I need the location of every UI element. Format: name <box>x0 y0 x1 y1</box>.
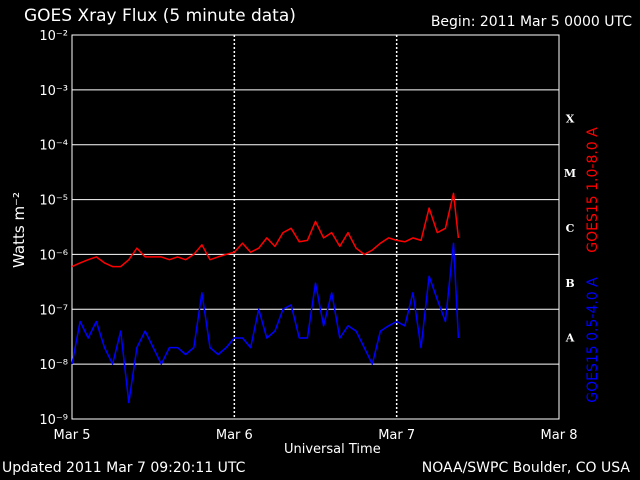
flare-class-label: A <box>565 332 575 345</box>
y-tick-label: 10⁻⁹ <box>39 413 68 428</box>
flare-class-label: B <box>565 277 574 290</box>
updated-timestamp: Updated 2011 Mar 7 09:20:11 UTC <box>2 460 246 476</box>
series-line <box>71 192 460 268</box>
legend: GOES15 1.0-8.0 A GOES15 0.5-4.0 A <box>585 127 601 403</box>
plot-frame <box>71 34 560 420</box>
x-tick-label: Mar 7 <box>378 428 415 443</box>
x-tick-label: Mar 6 <box>216 428 253 443</box>
flare-class-labels: X M C B A <box>564 112 576 344</box>
x-tick-label: Mar 5 <box>54 428 91 443</box>
x-tick-labels: Mar 5 Mar 6 Mar 7 Mar 8 <box>54 428 578 443</box>
series-lines <box>71 192 460 404</box>
grid-lines <box>72 89 559 365</box>
series-line <box>71 242 460 404</box>
legend-entry: GOES15 0.5-4.0 A <box>585 277 601 403</box>
flare-class-label: C <box>566 222 575 235</box>
credit-text: NOAA/SWPC Boulder, CO USA <box>421 460 630 476</box>
legend-entry: GOES15 1.0-8.0 A <box>585 127 601 253</box>
x-axis-label: Universal Time <box>284 442 381 457</box>
y-tick-label: 10⁻⁸ <box>39 358 68 373</box>
y-tick-label: 10⁻⁵ <box>39 194 68 209</box>
y-tick-label: 10⁻³ <box>39 84 68 99</box>
y-tick-labels: 10⁻⁹ 10⁻⁸ 10⁻⁷ 10⁻⁶ 10⁻⁵ 10⁻⁴ 10⁻³ 10⁻² <box>39 29 68 428</box>
x-tick-label: Mar 8 <box>541 428 578 443</box>
flare-class-label: M <box>564 167 576 180</box>
chart-title: GOES Xray Flux (5 minute data) <box>24 6 296 26</box>
y-tick-label: 10⁻² <box>39 29 68 44</box>
y-tick-label: 10⁻⁶ <box>39 248 68 263</box>
y-tick-label: 10⁻⁴ <box>39 139 68 154</box>
y-axis-label: Watts m⁻² <box>10 192 28 268</box>
day-lines <box>233 35 398 419</box>
y-tick-label: 10⁻⁷ <box>39 303 68 318</box>
flare-class-label: X <box>566 112 575 125</box>
begin-time: Begin: 2011 Mar 5 0000 UTC <box>430 14 632 30</box>
